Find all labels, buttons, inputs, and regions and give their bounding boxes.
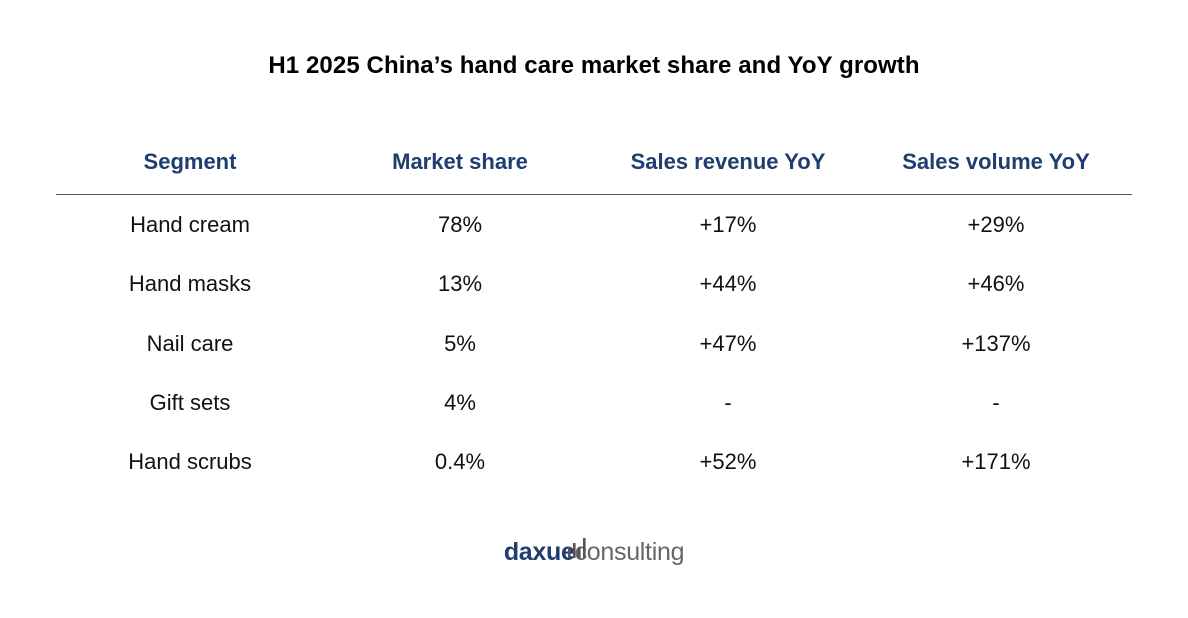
column-header-segment: Segment [143,149,237,174]
table-row: Hand scrubs 0.4% +52% +171% [56,442,1132,482]
column-header-sales-revenue-yoy: Sales revenue YoY [630,149,826,174]
table-cell-sales-revenue-yoy: - [724,390,732,415]
table-cell-sales-volume-yoy: +29% [967,212,1025,237]
table-cell-sales-volume-yoy: +171% [961,449,1031,474]
table-row: Hand masks 13% +44% +46% [56,264,1132,304]
table-row: Nail care 5% +47% +137% [56,324,1132,364]
table-cell-market-share: 4% [444,390,476,415]
table-cell-sales-revenue-yoy: +44% [699,271,757,296]
logo-text-daxue: daxue [503,538,575,566]
table-cell-market-share: 0.4% [434,449,486,474]
bar-chart-icon [567,538,586,558]
table-cell-segment: Gift sets [149,390,231,415]
table-cell-segment: Nail care [146,331,234,356]
data-table: Segment Market share Sales revenue YoY S… [56,130,1132,474]
table-row: Hand cream 78% +17% +29% [56,205,1132,245]
table-cell-sales-volume-yoy: - [992,390,1000,415]
table-cell-market-share: 13% [437,271,483,296]
table-cell-sales-volume-yoy: +137% [961,331,1031,356]
table-cell-segment: Hand masks [128,271,252,296]
table-row: Gift sets 4% - - [56,383,1132,423]
logo-text-consulting: consulting [574,538,685,566]
table-cell-market-share: 78% [437,212,483,237]
table-cell-sales-revenue-yoy: +17% [699,212,757,237]
table-header-row: Segment Market share Sales revenue YoY S… [56,130,1132,195]
column-header-sales-volume-yoy: Sales volume YoY [902,149,1090,174]
table-cell-market-share: 5% [444,331,476,356]
logo-wordmark: daxueconsulting [504,538,684,567]
brand-logo: daxueconsulting [0,538,1188,567]
column-header-market-share: Market share [392,149,528,174]
table-cell-segment: Hand cream [130,212,250,237]
table-cell-sales-volume-yoy: +46% [967,271,1025,296]
chart-title: H1 2025 China’s hand care market share a… [268,52,920,79]
table-cell-sales-revenue-yoy: +47% [699,331,757,356]
table-cell-segment: Hand scrubs [128,449,252,474]
table-cell-sales-revenue-yoy: +52% [699,449,757,474]
